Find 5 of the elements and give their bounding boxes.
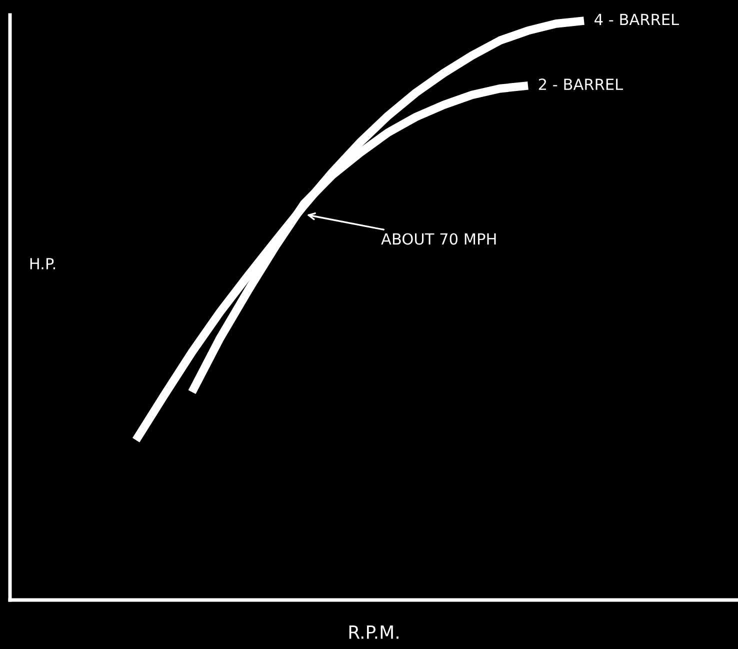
annotation: ABOUT 70 MPH [381, 233, 496, 245]
x-axis-title: R.P.M. [349, 626, 398, 639]
series-label: 4 - BARREL [594, 14, 679, 26]
series-label: 2 - BARREL [538, 78, 623, 90]
y-axis-title: H.P. [30, 258, 55, 270]
